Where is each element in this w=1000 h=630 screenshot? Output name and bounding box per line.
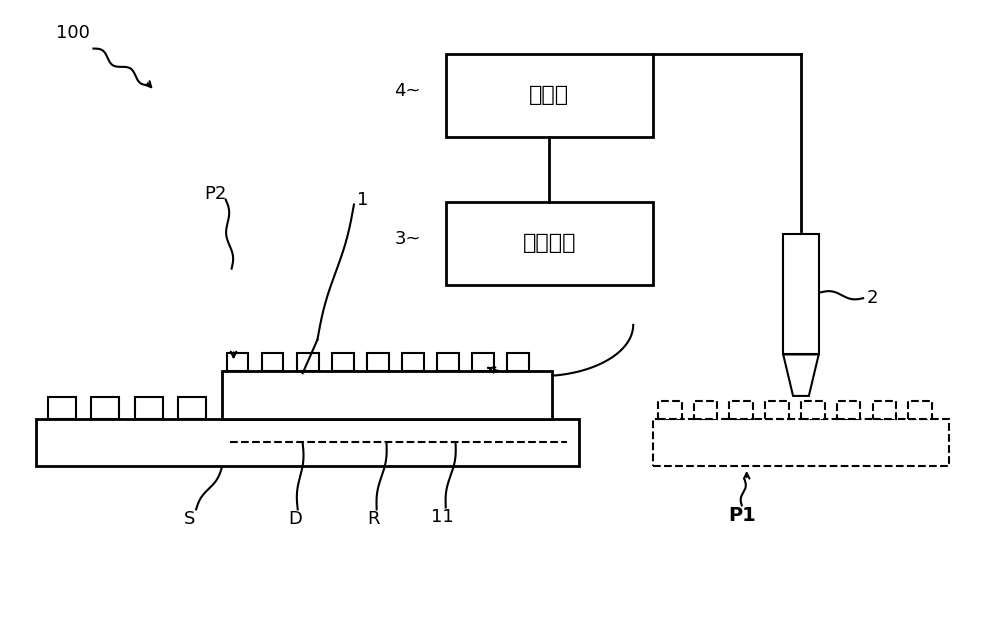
Bar xyxy=(446,54,653,137)
Bar xyxy=(653,418,949,466)
Text: P1: P1 xyxy=(728,506,756,525)
Bar xyxy=(36,418,579,466)
Text: D: D xyxy=(288,510,302,529)
Bar xyxy=(367,353,389,371)
Bar xyxy=(222,371,552,418)
Bar xyxy=(135,397,163,418)
Bar xyxy=(48,397,76,418)
Bar xyxy=(227,353,248,371)
Bar xyxy=(873,401,896,418)
Bar xyxy=(402,353,424,371)
Bar xyxy=(332,353,354,371)
Text: 4~: 4~ xyxy=(394,81,421,100)
Bar xyxy=(472,353,494,371)
Bar xyxy=(908,401,932,418)
Bar xyxy=(446,202,653,285)
Text: 11: 11 xyxy=(431,508,454,526)
Bar xyxy=(783,234,819,355)
Bar xyxy=(801,401,825,418)
Bar xyxy=(658,401,682,418)
Text: R: R xyxy=(367,510,380,529)
Text: 100: 100 xyxy=(56,24,90,42)
Text: 控制器: 控制器 xyxy=(529,86,569,105)
Text: P2: P2 xyxy=(204,185,226,203)
Bar xyxy=(91,397,119,418)
Bar xyxy=(437,353,459,371)
Bar xyxy=(837,401,860,418)
Bar xyxy=(178,397,206,418)
Text: 3~: 3~ xyxy=(394,229,421,248)
Text: 2: 2 xyxy=(867,289,879,307)
Bar xyxy=(694,401,717,418)
Bar xyxy=(507,353,529,371)
Polygon shape xyxy=(783,355,819,396)
Text: 1: 1 xyxy=(357,190,368,209)
Bar xyxy=(765,401,789,418)
Text: S: S xyxy=(183,510,195,529)
Bar xyxy=(729,401,753,418)
Bar xyxy=(297,353,319,371)
Bar xyxy=(262,353,283,371)
Text: 转置机构: 转置机构 xyxy=(523,234,576,253)
